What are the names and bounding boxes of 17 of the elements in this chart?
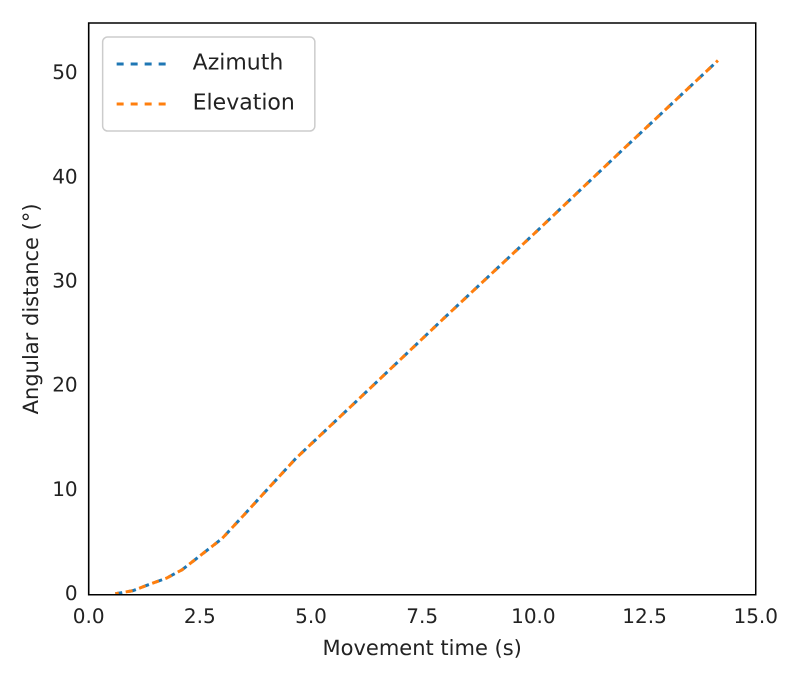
legend-label: Azimuth	[192, 50, 284, 76]
legend-label: Elevation	[192, 90, 295, 116]
y-tick-label: 10	[52, 476, 78, 501]
y-tick-label: 40	[52, 164, 78, 188]
x-axis-title: Movement time (s)	[322, 636, 522, 660]
y-tick-label: 20	[52, 372, 78, 397]
x-tick-label: 5.0	[295, 604, 327, 628]
y-tick-label: 0	[64, 581, 78, 606]
y-tick-label: 50	[52, 60, 78, 84]
y-tick-label: 30	[52, 268, 78, 293]
x-tick-label: 7.5	[406, 604, 438, 628]
x-tick-label: 0.0	[72, 604, 105, 628]
x-tick-label: 10.0	[511, 604, 556, 628]
y-axis-title: Angular distance (°)	[19, 203, 44, 414]
x-tick-label: 15.0	[733, 604, 778, 628]
x-tick-label: 2.5	[184, 604, 216, 628]
x-tick-label: 12.5	[622, 604, 667, 628]
